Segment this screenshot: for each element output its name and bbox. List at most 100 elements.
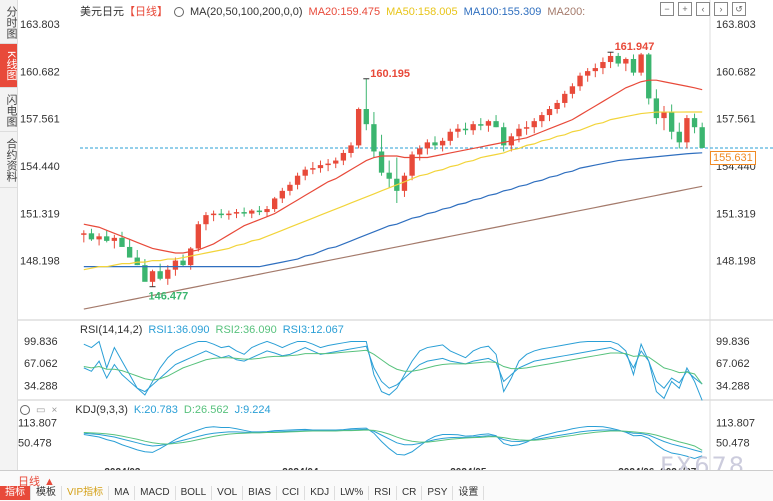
candle-body <box>256 210 263 213</box>
indicator-tab-5[interactable]: BOLL <box>176 486 213 500</box>
zoom-in-icon[interactable]: + <box>678 2 692 16</box>
tab-flash-chart[interactable]: 闪电图 <box>0 88 17 132</box>
candle-body <box>531 121 537 128</box>
candle-body <box>333 160 339 164</box>
indicator-tab-6[interactable]: VOL <box>212 486 244 500</box>
candle-body <box>638 54 644 73</box>
indicator-tab-8[interactable]: CCI <box>277 486 306 500</box>
kdj-d-value: D:26.562 <box>183 404 229 416</box>
annotation-label: 160.195 <box>370 68 410 80</box>
kdj-expand-icon[interactable]: ▭ <box>36 405 46 416</box>
indicator-tab-7[interactable]: BIAS <box>243 486 277 500</box>
candle-body <box>592 68 598 72</box>
y-tick-right: 148.198 <box>716 256 756 268</box>
rsi-tick-left: 67.062 <box>24 358 58 370</box>
candle-body <box>195 224 202 249</box>
tab-contract-info[interactable]: 合约资料 <box>0 132 17 188</box>
last-price-label: 155.631 <box>710 151 756 165</box>
y-tick-left: 160.682 <box>20 66 60 78</box>
candle-body <box>478 124 484 126</box>
ma200-line <box>83 185 703 310</box>
candle-body <box>294 175 301 185</box>
candle-body <box>271 198 278 210</box>
indicator-tab-0[interactable]: 指标 <box>0 486 31 500</box>
y-tick-left: 148.198 <box>20 256 60 268</box>
rsi-tick-right: 99.836 <box>716 336 750 348</box>
indicator-tab-11[interactable]: RSI <box>369 486 397 500</box>
rsi3-value: RSI3:12.067 <box>282 324 344 336</box>
kdj-j-line <box>83 425 703 460</box>
candle-body <box>119 237 125 247</box>
indicator-tab-13[interactable]: PSY <box>422 486 454 500</box>
candle-body <box>424 142 431 149</box>
y-tick-left: 154.440 <box>20 161 60 173</box>
candle-body <box>325 163 331 166</box>
indicator-tab-4[interactable]: MACD <box>135 486 176 500</box>
rsi2-line <box>83 349 703 385</box>
kdj-close-icon[interactable]: × <box>51 405 58 416</box>
kdj-j-value: J:9.224 <box>234 404 271 416</box>
candle-body <box>493 121 499 128</box>
ma20-line <box>83 79 703 254</box>
indicator-tab-1[interactable]: 模板 <box>31 486 62 500</box>
indicator-tab-3[interactable]: MA <box>109 486 136 500</box>
candle-body <box>172 260 179 270</box>
candle-body <box>485 121 492 126</box>
candle-body <box>501 127 507 146</box>
top-toolbar: − + ‹ › ↺ <box>656 2 746 16</box>
candle-body <box>81 233 87 235</box>
period-dropdown[interactable]: 日线 ▲ <box>18 473 55 489</box>
candle-body <box>615 55 621 64</box>
main-legend: 美元日元【日线】 MA(20,50,100,200,0,0) MA20:159.47… <box>80 3 591 19</box>
candle-body <box>348 145 354 153</box>
tab-kline[interactable]: K线图 <box>0 44 17 88</box>
candle-body <box>96 236 102 240</box>
candle-body <box>409 154 415 176</box>
y-tick-right: 163.803 <box>716 19 756 31</box>
ma100-value: MA100:155.309 <box>463 6 542 18</box>
kdj-tick-left: 50.478 <box>18 438 52 450</box>
scroll-right-icon[interactable]: › <box>714 2 728 16</box>
candle-body <box>668 112 675 132</box>
candle-body <box>661 112 667 119</box>
candle-body <box>226 213 232 216</box>
indicator-tab-9[interactable]: KDJ <box>305 486 336 500</box>
candle-body <box>165 269 171 279</box>
candle-body <box>523 127 530 129</box>
candle-body <box>584 71 591 76</box>
x-tick-label: 2024/06 <box>618 467 655 470</box>
rsi-tick-right: 34.288 <box>716 380 750 392</box>
indicator-tab-12[interactable]: CR <box>397 486 423 500</box>
ma100-line <box>83 152 703 268</box>
candle-body <box>646 54 652 99</box>
candle-body <box>470 124 476 131</box>
tab-time-sharing[interactable]: 分时图 <box>0 0 17 44</box>
candle-body <box>691 118 698 128</box>
kdj-settings-icon[interactable] <box>20 405 30 415</box>
kline-chart[interactable]: 163.803 163.803 160.682 160.682 157.561 157.5… <box>18 0 773 470</box>
rsi-tick-left: 99.836 <box>24 336 58 348</box>
candle-body <box>149 271 156 282</box>
annotation-label: 146.477 <box>149 291 189 303</box>
y-tick-left: 163.803 <box>20 19 60 31</box>
indicator-tab-10[interactable]: LW% <box>335 486 370 500</box>
ma-params: MA(20,50,100,200,0,0) <box>190 6 303 18</box>
indicator-tab-2[interactable]: VIP指标 <box>62 486 110 500</box>
candle-body <box>210 213 217 216</box>
candle-body <box>203 215 209 225</box>
x-tick-label: 2024/03 <box>104 467 141 470</box>
candle-body <box>386 172 392 179</box>
candle-body <box>455 128 461 132</box>
indicator-tab-14[interactable]: 设置 <box>453 486 485 500</box>
scroll-left-icon[interactable]: ‹ <box>696 2 710 16</box>
candle-body <box>417 148 423 155</box>
kdj-d-line <box>83 429 703 451</box>
candle-body <box>554 102 560 110</box>
candle-body <box>630 58 637 73</box>
gear-icon[interactable] <box>174 7 184 17</box>
kdj-params: KDJ(9,3,3) <box>75 404 128 416</box>
zoom-out-icon[interactable]: − <box>660 2 674 16</box>
candle-body <box>439 140 446 146</box>
reset-icon[interactable]: ↺ <box>732 2 746 16</box>
candle-body <box>241 212 247 214</box>
